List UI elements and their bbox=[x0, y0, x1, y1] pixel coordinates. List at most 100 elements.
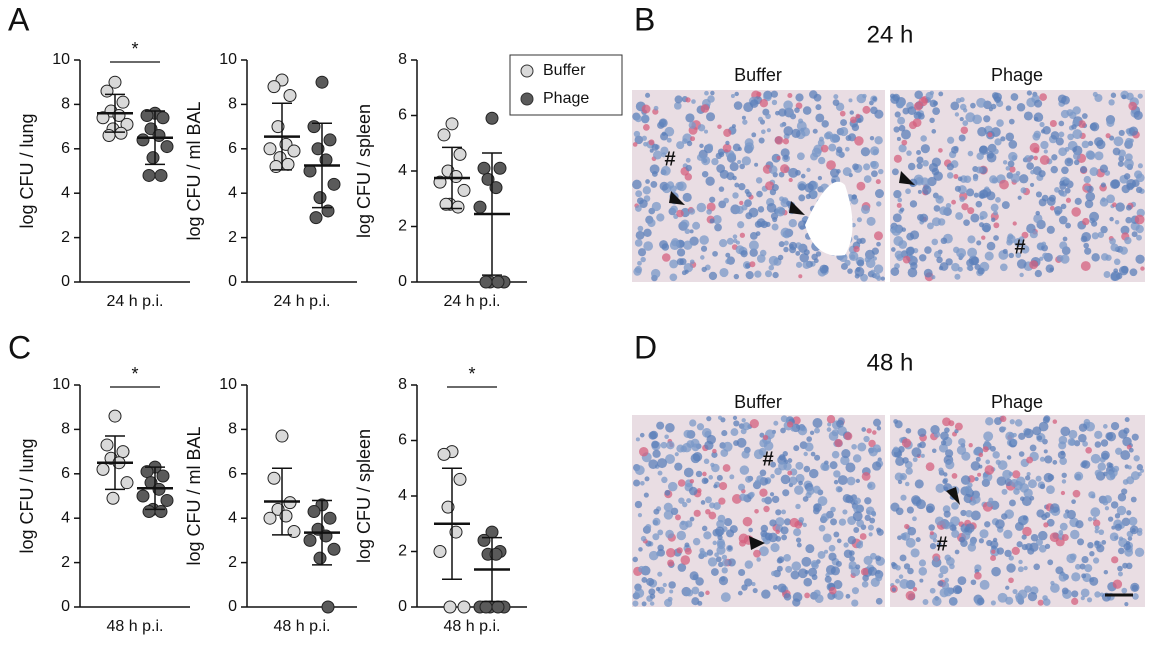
cell bbox=[1118, 265, 1129, 276]
cell bbox=[729, 474, 735, 480]
cell bbox=[843, 542, 849, 548]
cell bbox=[657, 544, 664, 552]
cell bbox=[820, 144, 829, 153]
cell bbox=[860, 567, 869, 576]
cell bbox=[872, 461, 882, 471]
cell bbox=[926, 222, 934, 230]
cell bbox=[744, 578, 753, 587]
cell bbox=[809, 430, 815, 435]
cell bbox=[814, 594, 824, 604]
cell bbox=[690, 438, 700, 448]
cell bbox=[773, 420, 779, 426]
cell bbox=[952, 585, 962, 595]
cell bbox=[725, 258, 731, 265]
cell bbox=[1128, 101, 1137, 111]
cell bbox=[720, 592, 731, 603]
cell bbox=[770, 473, 775, 479]
y-tick-label: 6 bbox=[398, 107, 407, 124]
cell bbox=[1037, 599, 1044, 606]
cell bbox=[1069, 553, 1077, 561]
cell bbox=[732, 192, 739, 199]
image-label: Buffer bbox=[734, 65, 782, 85]
cell bbox=[703, 478, 709, 484]
cell bbox=[1008, 151, 1018, 162]
cell bbox=[689, 419, 697, 427]
cell bbox=[688, 121, 696, 129]
cell bbox=[739, 493, 747, 501]
cell bbox=[1097, 462, 1106, 471]
cell bbox=[969, 539, 977, 547]
cell bbox=[1094, 441, 1102, 448]
cell bbox=[905, 590, 916, 601]
cell bbox=[765, 113, 771, 120]
cell bbox=[770, 543, 780, 553]
cell bbox=[978, 464, 983, 469]
cell bbox=[1034, 99, 1043, 108]
cell bbox=[829, 586, 837, 595]
cell bbox=[1073, 159, 1080, 166]
cell bbox=[724, 518, 733, 527]
cell bbox=[699, 235, 709, 245]
cell bbox=[909, 200, 918, 208]
data-point bbox=[100, 438, 114, 452]
cell bbox=[775, 517, 785, 527]
cell bbox=[844, 146, 850, 152]
cell bbox=[943, 587, 953, 597]
cell bbox=[1017, 195, 1022, 200]
cell bbox=[1087, 140, 1094, 147]
cell bbox=[1115, 202, 1125, 212]
cell bbox=[990, 540, 999, 549]
cell bbox=[851, 123, 860, 132]
cell bbox=[864, 514, 871, 521]
cell bbox=[855, 564, 861, 570]
cell bbox=[897, 197, 903, 203]
cell bbox=[841, 449, 851, 459]
cell bbox=[1079, 165, 1088, 174]
cell bbox=[985, 459, 991, 465]
cell bbox=[913, 101, 923, 111]
cell bbox=[1064, 177, 1071, 184]
y-tick-label: 0 bbox=[61, 273, 70, 290]
cell bbox=[994, 417, 1002, 425]
cell bbox=[703, 531, 712, 540]
cell bbox=[774, 135, 784, 145]
cell bbox=[704, 440, 714, 451]
cell bbox=[832, 99, 840, 106]
cell bbox=[907, 526, 917, 536]
cell bbox=[968, 443, 973, 448]
cell bbox=[1121, 94, 1127, 100]
cell bbox=[735, 240, 740, 245]
cell bbox=[785, 565, 793, 573]
data-point bbox=[307, 505, 321, 519]
cell bbox=[709, 502, 716, 509]
cell bbox=[852, 163, 859, 171]
cell bbox=[1001, 488, 1008, 495]
cell bbox=[802, 106, 812, 115]
cell bbox=[781, 534, 788, 541]
cell bbox=[899, 207, 905, 212]
cell bbox=[932, 596, 942, 607]
cell bbox=[712, 250, 718, 257]
cell bbox=[1103, 495, 1112, 504]
cell bbox=[783, 246, 789, 253]
cell bbox=[833, 579, 843, 590]
cell bbox=[826, 160, 836, 170]
y-tick-label: 0 bbox=[398, 598, 407, 615]
cell bbox=[1038, 421, 1049, 432]
cell bbox=[761, 497, 767, 503]
cell bbox=[974, 476, 979, 482]
y-tick-label: 4 bbox=[228, 509, 237, 526]
data-point bbox=[267, 80, 281, 94]
cell bbox=[1064, 146, 1070, 152]
data-point bbox=[441, 500, 455, 514]
cell bbox=[1058, 572, 1068, 582]
cell bbox=[1137, 93, 1143, 99]
cell bbox=[1061, 587, 1069, 595]
cell bbox=[1133, 110, 1143, 120]
cell bbox=[807, 567, 818, 577]
cell bbox=[788, 177, 793, 183]
cell bbox=[690, 453, 701, 464]
cell bbox=[844, 259, 851, 266]
data-point bbox=[275, 429, 289, 443]
cell bbox=[803, 465, 811, 473]
